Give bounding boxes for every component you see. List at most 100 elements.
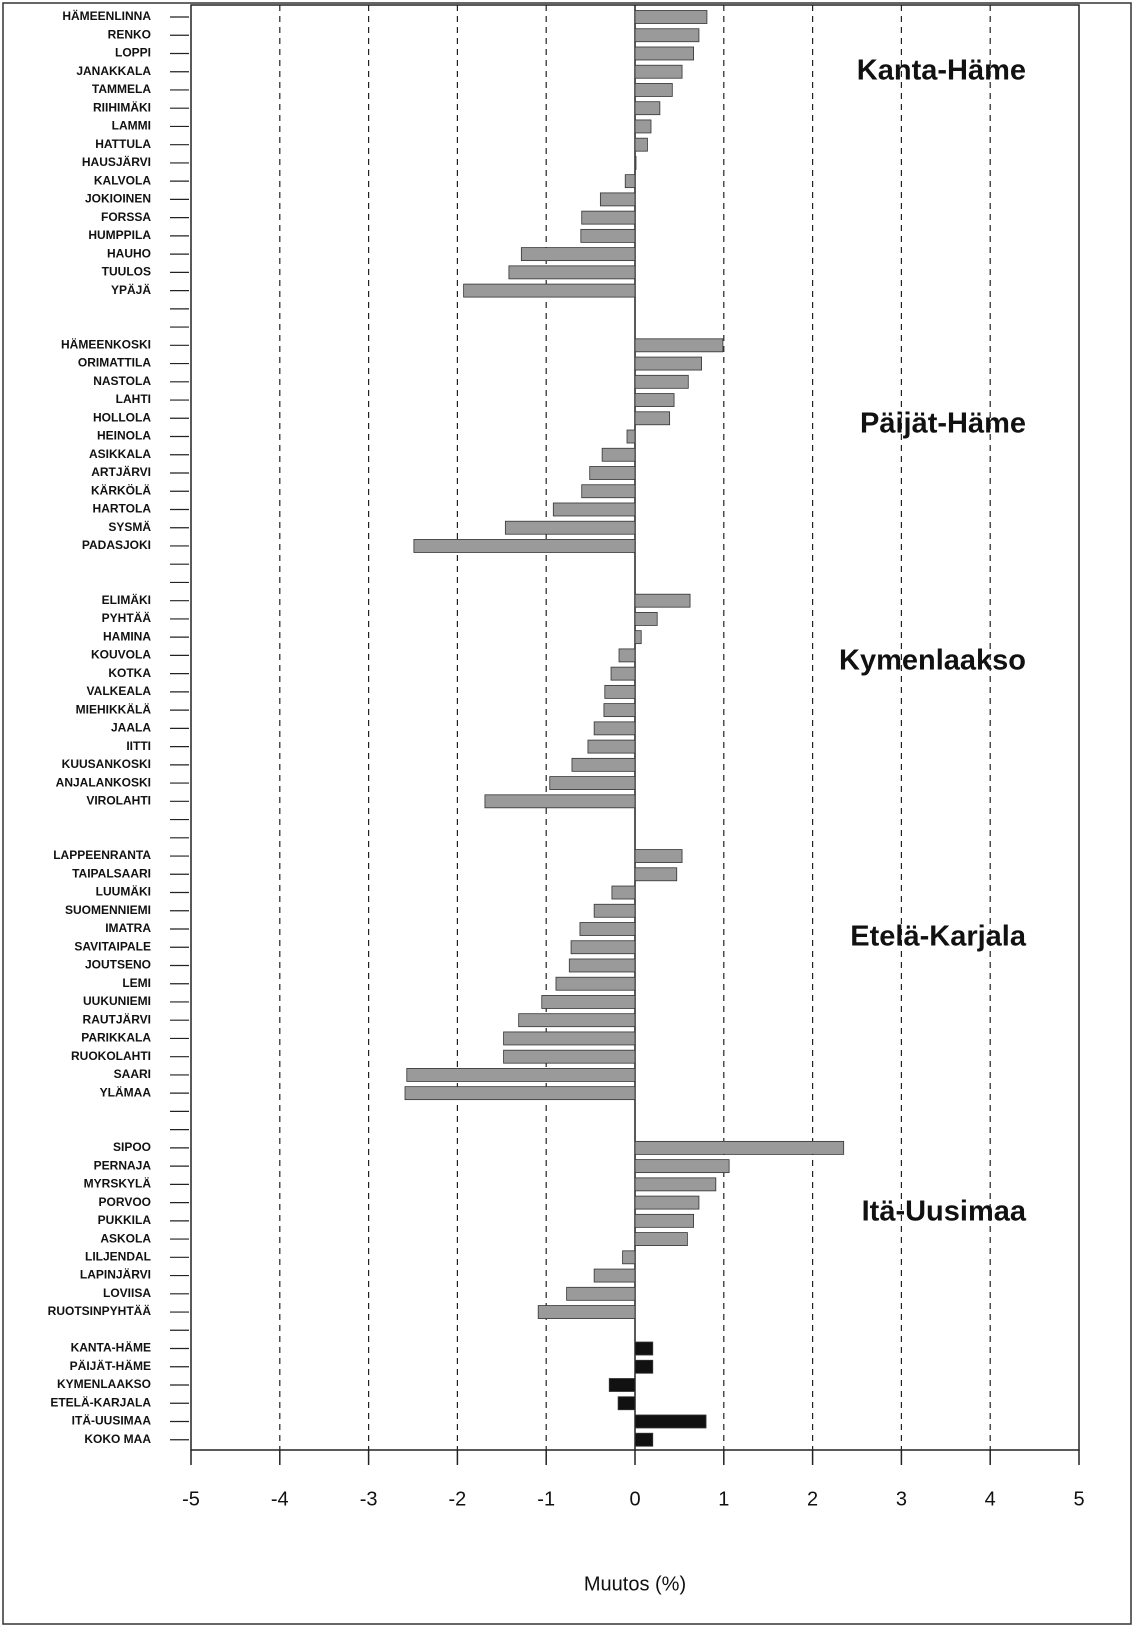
bar (634, 1213, 695, 1228)
y-tick-label: YPÄJÄ (111, 282, 151, 297)
bar (518, 1013, 636, 1028)
y-tick-label: LILJENDAL (85, 1249, 151, 1263)
bar (406, 1068, 636, 1082)
bar (541, 995, 636, 1009)
bar (503, 1031, 636, 1046)
y-tick-label: ETELÄ-KARJALA (50, 1394, 151, 1409)
y-tick-label: KOUVOLA (91, 648, 151, 662)
bar (634, 374, 689, 389)
group-label: Kymenlaakso (839, 645, 1026, 677)
bar (634, 338, 724, 353)
bar (601, 447, 636, 462)
bar (589, 466, 636, 480)
x-tick-label: -3 (360, 1488, 378, 1510)
y-tick-label: KALVOLA (94, 173, 151, 187)
bar (463, 283, 636, 298)
bar (611, 885, 636, 900)
bar (634, 630, 642, 645)
bar (634, 1359, 654, 1374)
y-tick-label: HAUSJÄRVI (82, 154, 151, 169)
y-tick-label: KOTKA (108, 666, 151, 680)
y-tick-label: SIPOO (113, 1140, 151, 1154)
bar (622, 1250, 636, 1265)
bar (579, 922, 636, 936)
group-label: Etelä-Karjala (850, 921, 1027, 953)
y-tick-label: RIIHIMÄKI (93, 99, 151, 114)
y-tick-label: YLÄMAA (100, 1084, 152, 1099)
bar (580, 228, 636, 243)
bar (634, 64, 683, 79)
y-tick-label: ASIKKALA (89, 447, 151, 461)
x-tick-label: -4 (271, 1488, 289, 1510)
bar (634, 1159, 730, 1174)
bar (634, 137, 648, 152)
y-tick-label: ELIMÄKI (102, 592, 151, 607)
y-tick-label: KUUSANKOSKI (62, 757, 151, 771)
bar (593, 1268, 636, 1283)
x-tick-label: 3 (896, 1488, 907, 1510)
y-tick-label: HAUHO (107, 246, 151, 260)
bar (508, 265, 636, 280)
bar (634, 46, 695, 61)
x-tick-label: 5 (1073, 1488, 1084, 1510)
y-tick-label: LUUMÄKI (96, 884, 151, 899)
x-axis-label: Muutos (%) (584, 1573, 686, 1595)
x-tick-label: -2 (449, 1488, 467, 1510)
bar (520, 247, 636, 262)
bar (634, 1341, 654, 1356)
x-tick-label: 4 (985, 1488, 996, 1510)
y-tick-label: LOPPI (115, 46, 151, 60)
y-tick-label: HARTOLA (93, 502, 152, 516)
y-tick-label: ARTJÄRVI (91, 464, 151, 479)
x-tick-label: 1 (718, 1488, 729, 1510)
bar (634, 1414, 707, 1429)
y-tick-label: NASTOLA (93, 374, 151, 388)
bar (549, 776, 636, 790)
bar (618, 648, 636, 663)
y-tick-label: IMATRA (105, 921, 151, 935)
y-tick-label: PYHTÄÄ (102, 610, 152, 625)
y-tick-label: FORSSA (101, 210, 151, 224)
bar (634, 612, 658, 626)
bar (624, 174, 636, 189)
y-tick-label: VIROLAHTI (86, 793, 151, 807)
bar (570, 940, 636, 955)
group-label: Päijät-Häme (860, 408, 1026, 440)
y-tick-label: PÄIJÄT-HÄME (70, 1358, 151, 1373)
y-tick-label: RUOKOLAHTI (71, 1049, 151, 1063)
y-tick-label: HATTULA (95, 137, 151, 151)
bar (634, 867, 678, 882)
y-tick-label: IITTI (126, 739, 151, 753)
bar (504, 520, 636, 535)
x-tick-label: -1 (537, 1488, 555, 1510)
y-tick-label: MYRSKYLÄ (84, 1176, 152, 1191)
y-tick-label: TAIPALSAARI (72, 866, 151, 880)
y-tick-label: LAHTI (116, 392, 151, 406)
bar (571, 757, 636, 772)
bar (599, 192, 636, 207)
bar (413, 539, 636, 553)
y-tick-label: PUKKILA (98, 1213, 152, 1227)
y-tick-label: JAALA (111, 721, 151, 735)
y-tick-label: KYMENLAAKSO (57, 1377, 151, 1391)
y-tick-label: KANTA-HÄME (71, 1340, 151, 1355)
y-tick-label: LOVIISA (103, 1286, 151, 1300)
y-tick-label: PADASJOKI (82, 538, 151, 552)
bar (537, 1305, 636, 1319)
bar (634, 411, 671, 426)
bar (634, 28, 700, 43)
bar (593, 721, 636, 736)
y-tick-label: ORIMATTILA (78, 356, 151, 370)
bar (634, 1177, 717, 1192)
y-tick-label: UUKUNIEMI (83, 994, 151, 1008)
y-tick-label: JOKIOINEN (85, 192, 151, 206)
y-tick-label: LAPPEENRANTA (53, 848, 151, 862)
y-tick-label: PARIKKALA (81, 1031, 151, 1045)
bar (404, 1086, 636, 1101)
bar (634, 1140, 845, 1155)
y-tick-label: HUMPPILA (88, 228, 151, 242)
bar (568, 958, 636, 973)
y-tick-label: SUOMENNIEMI (65, 903, 151, 917)
bar (581, 484, 636, 499)
